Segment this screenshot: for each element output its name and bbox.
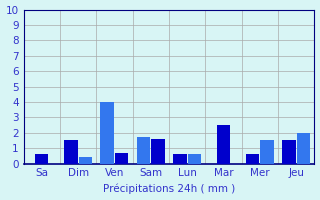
Bar [260,140,274,164]
X-axis label: Précipitations 24h ( mm ): Précipitations 24h ( mm ) [103,184,235,194]
Bar [246,154,259,164]
Bar [188,154,201,164]
Bar [35,154,48,164]
Bar [151,139,165,164]
Bar [115,153,128,164]
Bar [64,140,77,164]
Bar [100,102,114,164]
Bar [79,157,92,164]
Bar [282,140,296,164]
Bar [297,133,310,164]
Bar [137,137,150,164]
Bar [173,154,187,164]
Bar [217,125,230,164]
